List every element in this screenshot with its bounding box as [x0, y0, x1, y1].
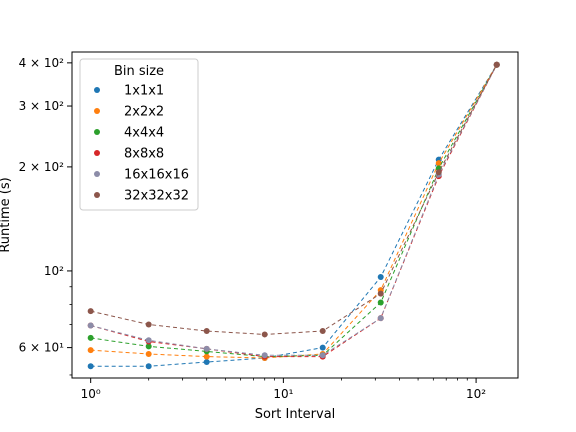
legend-title: Bin size: [114, 64, 164, 79]
data-point: [203, 345, 210, 352]
data-point: [319, 344, 326, 351]
legend-label: 8x8x8: [124, 147, 164, 162]
legend-marker: [94, 171, 100, 177]
x-axis-label: Sort Interval: [255, 407, 336, 422]
x-tick-label: 10¹: [273, 387, 293, 401]
data-point: [377, 290, 384, 297]
legend-label: 4x4x4: [124, 126, 164, 141]
data-point: [261, 352, 268, 359]
data-point: [319, 352, 326, 359]
data-point: [87, 363, 94, 370]
data-point: [319, 328, 326, 335]
data-point: [377, 299, 384, 306]
data-point: [261, 331, 268, 338]
series-32x32x32: [87, 61, 500, 338]
legend-label: 32x32x32: [124, 189, 189, 204]
legend-label: 16x16x16: [124, 168, 189, 183]
legend-marker: [94, 129, 100, 135]
legend-label: 2x2x2: [124, 105, 164, 120]
legend-item: 4x4x4: [94, 126, 164, 141]
data-point: [87, 347, 94, 354]
legend-marker: [94, 192, 100, 198]
data-point: [145, 337, 152, 344]
legend-marker: [94, 108, 100, 114]
data-point: [87, 308, 94, 315]
y-axis-label: Runtime (s): [0, 177, 13, 252]
x-tick-label: 10⁰: [81, 387, 101, 401]
legend-frame: [79, 58, 199, 211]
legend-item: 2x2x2: [94, 105, 164, 120]
series-line: [90, 64, 498, 358]
legend-item: 8x8x8: [94, 147, 164, 162]
data-point: [87, 334, 94, 341]
legend-item: 16x16x16: [94, 168, 189, 183]
legend-item: 1x1x1: [94, 84, 164, 99]
legend: Bin size 1x1x1 2x2x2 4x4x4 8x8x8 16x16x16 32x…: [79, 58, 199, 211]
plot-area: [71, 51, 519, 379]
x-tick-label: 10²: [466, 387, 486, 401]
data-point: [203, 353, 210, 360]
data-point: [493, 61, 500, 68]
series-line: [90, 64, 498, 356]
y-tick-label: 2 × 10²: [19, 160, 65, 174]
legend-label: 1x1x1: [124, 84, 164, 99]
legend-item: 32x32x32: [94, 189, 189, 204]
plot-frame: [71, 51, 519, 379]
data-point: [377, 274, 384, 281]
y-tick-label: 10²: [44, 264, 64, 278]
data-point: [435, 160, 442, 167]
series-line: [90, 64, 498, 358]
data-point: [145, 350, 152, 357]
legend-items: 1x1x1 2x2x2 4x4x4 8x8x8 16x16x16 32x32x32: [94, 84, 189, 204]
y-tick-label: 4 × 10²: [19, 56, 65, 70]
series-layer: [87, 61, 500, 370]
y-tick-label: 3 × 10²: [19, 99, 65, 113]
y-axis: 6 × 10¹ 10² 2 × 10² 3 × 10² 4 × 10²: [19, 56, 72, 376]
data-point: [87, 322, 94, 329]
data-point: [145, 321, 152, 328]
series-line: [90, 64, 498, 367]
data-point: [203, 328, 210, 335]
series-line: [90, 64, 498, 335]
data-point: [145, 363, 152, 370]
y-tick-label: 6 × 10¹: [19, 341, 65, 355]
data-point: [145, 343, 152, 350]
x-axis: 10⁰ 10¹ 10²: [81, 378, 486, 401]
data-point: [203, 359, 210, 366]
data-point: [377, 315, 384, 322]
legend-marker: [94, 87, 100, 93]
legend-marker: [94, 150, 100, 156]
data-point: [435, 169, 442, 176]
